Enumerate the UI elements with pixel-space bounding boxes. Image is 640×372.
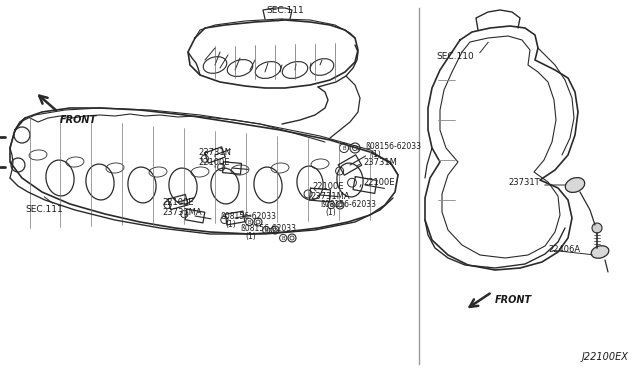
Text: (1): (1) [325,208,336,217]
Text: (1): (1) [245,232,256,241]
Text: B: B [264,228,268,232]
Text: ß08156-62033: ß08156-62033 [320,200,376,209]
Text: 23731M: 23731M [363,158,397,167]
Text: (1): (1) [370,150,381,159]
Circle shape [592,223,602,233]
Text: (1): (1) [225,220,236,229]
Text: ß08156-62033: ß08156-62033 [220,212,276,221]
Text: B: B [248,219,251,224]
Text: 23731N: 23731N [198,148,231,157]
Text: 23731T: 23731T [508,177,540,186]
Text: 23731MA: 23731MA [162,208,202,217]
Text: 22100E: 22100E [198,158,230,167]
Text: 22100E: 22100E [363,178,394,187]
Text: B: B [330,202,333,208]
Ellipse shape [591,246,609,258]
Text: SEC.111: SEC.111 [25,205,63,214]
Text: SEC.110: SEC.110 [436,52,474,61]
Text: 23731MA: 23731MA [310,192,349,201]
Text: FRONT: FRONT [60,115,97,125]
Text: SEC.111: SEC.111 [266,6,304,15]
Text: B: B [282,235,285,241]
Text: 22406A: 22406A [548,245,580,254]
Text: ß08156-62033: ß08156-62033 [365,142,421,151]
Text: 22100E: 22100E [162,198,193,207]
Text: ß08156-62033: ß08156-62033 [240,224,296,233]
Text: FRONT: FRONT [495,295,532,305]
Text: 22100E: 22100E [312,182,344,191]
Text: B: B [342,145,346,151]
Text: J22100EX: J22100EX [581,352,628,362]
Ellipse shape [565,177,585,192]
